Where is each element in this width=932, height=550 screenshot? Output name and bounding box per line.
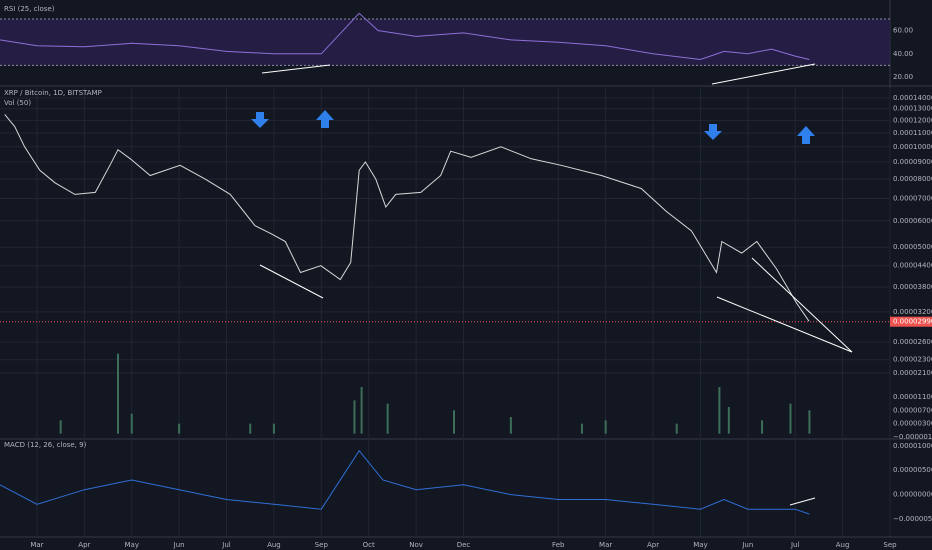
volume-bar: [249, 423, 252, 434]
x-tick-label: Jul: [221, 541, 231, 549]
volume-bar: [453, 410, 456, 434]
x-tick-label: Apr: [78, 541, 90, 549]
volume-bar: [808, 410, 811, 434]
arrows: [251, 110, 815, 144]
y-tick-label: 0.00001000: [893, 442, 932, 450]
arrow-up: [797, 126, 815, 144]
x-tick-label: May: [125, 541, 139, 549]
y-tick-label: 0.00003200: [893, 308, 932, 316]
x-tick-label: Aug: [836, 541, 850, 549]
y-tick-label: 0.00010000: [893, 143, 932, 151]
y-tick-label: 0.00008000: [893, 175, 932, 183]
x-tick-label: Mar: [30, 541, 43, 549]
y-tick-label: 60.00: [893, 27, 913, 35]
x-tick-label: Mar: [599, 541, 612, 549]
volume-bar: [117, 353, 120, 434]
x-tick-label: May: [693, 541, 707, 549]
arrow-down: [704, 124, 722, 140]
y-tick-label: 0.00003800: [893, 283, 932, 291]
x-tick-label: Aug: [267, 541, 281, 549]
y-tick-label: −0.00000500: [893, 515, 932, 523]
volume-bar: [353, 400, 356, 434]
y-tick-label: 0.00002100: [893, 369, 932, 377]
volume-bar: [604, 420, 607, 434]
x-tick-label: Nov: [409, 541, 423, 549]
x-tick-label: Jun: [741, 541, 753, 549]
volume-bar: [360, 387, 363, 434]
y-tick-label: 0.00000000: [893, 491, 932, 499]
series-line: [4, 114, 810, 322]
trendline: [751, 257, 853, 353]
volume-bar: [59, 420, 62, 434]
y-tick-label: 0.00013000: [893, 105, 932, 113]
last-price-box: [890, 316, 932, 327]
pane-title: Vol (50): [4, 99, 31, 107]
y-tick-label: −0.00000100: [893, 433, 932, 441]
x-tick-label: Apr: [647, 541, 659, 549]
marks: MarAprMayJunJulAugSepOctNovDec2019FebMar…: [0, 5, 932, 549]
y-tick-label: 0.00007000: [893, 194, 932, 202]
y-tick-label: 0.00004400: [893, 262, 932, 270]
rsi-band: [0, 19, 890, 66]
y-tick-label: 0.00000300: [893, 420, 932, 428]
y-tick-label: 20.00: [893, 73, 913, 81]
y-tick-label: 40.00: [893, 50, 913, 58]
arrow-up: [316, 110, 334, 128]
y-tick-label: 0.00002300: [893, 356, 932, 364]
arrow-down: [251, 112, 269, 128]
y-tick-label: 0.00006000: [893, 217, 932, 225]
y-tick-label: 0.00000700: [893, 406, 932, 414]
volume-bar: [509, 417, 512, 434]
x-tick-label: Jul: [790, 541, 800, 549]
trendline: [259, 264, 324, 299]
trendline: [789, 497, 816, 506]
x-tick-label: Oct: [363, 541, 375, 549]
volume-bar: [675, 423, 678, 434]
last-price-label: 0.00002990: [893, 318, 932, 326]
pane-title: RSI (25, close): [4, 5, 55, 13]
volume-bar: [580, 423, 583, 434]
x-tick-label: Dec: [457, 541, 471, 549]
pane-title: XRP / Bitcoin, 1D, BITSTAMP: [4, 89, 102, 97]
series-line: [0, 449, 810, 515]
volume-bar: [718, 387, 721, 434]
x-tick-label: Jun: [173, 541, 185, 549]
y-tick-label: 0.00014000: [893, 94, 932, 102]
annotations: [259, 63, 853, 506]
x-tick-label: Sep: [315, 541, 329, 549]
y-tick-label: 0.00001100: [893, 393, 932, 401]
x-tick-label: Feb: [552, 541, 565, 549]
series-line: [0, 12, 810, 61]
x-tick-label: Sep: [883, 541, 897, 549]
trendline: [261, 64, 331, 74]
y-tick-label: 0.00002600: [893, 338, 932, 346]
volume-bar: [727, 407, 730, 434]
volume-bar: [272, 423, 275, 434]
trendline: [711, 63, 816, 85]
y-tick-label: 0.00012000: [893, 116, 932, 124]
volume-bar: [761, 420, 764, 434]
volume-bar: [386, 403, 389, 434]
volume-bar: [130, 413, 133, 434]
y-tick-label: 0.00009000: [893, 158, 932, 166]
trendline: [716, 296, 853, 353]
volume-bar: [789, 403, 792, 434]
y-tick-label: 0.00005000: [893, 243, 932, 251]
y-tick-label: 0.00000500: [893, 466, 932, 474]
pane-title: MACD (12, 26, close, 9): [4, 441, 87, 449]
volume-bar: [178, 423, 181, 434]
y-tick-label: 0.00011000: [893, 129, 932, 137]
